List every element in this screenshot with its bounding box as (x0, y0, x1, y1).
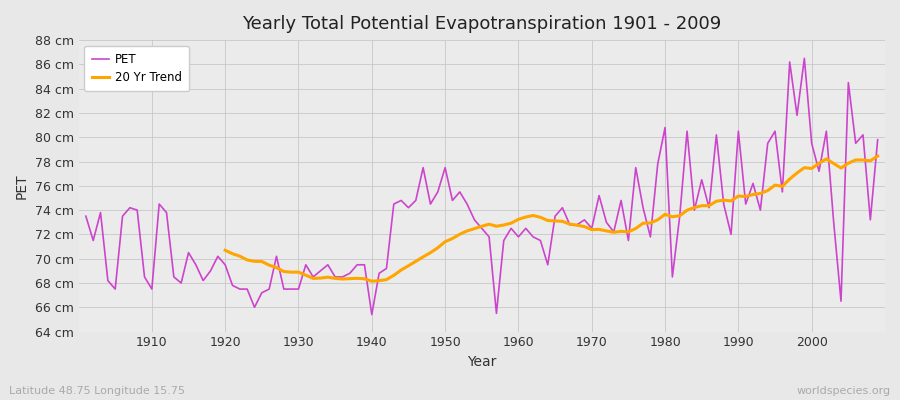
X-axis label: Year: Year (467, 355, 497, 369)
PET (80, 214, 91, 219)
Line: PET: PET (86, 58, 878, 314)
PET (608, 230, 619, 234)
20 Yr Trend (850, 158, 861, 162)
PET (345, 271, 356, 276)
PET (520, 226, 531, 231)
20 Yr Trend (770, 183, 780, 188)
20 Yr Trend (872, 154, 883, 158)
PET (366, 312, 377, 317)
Text: worldspecies.org: worldspecies.org (796, 386, 891, 396)
Line: 20 Yr Trend: 20 Yr Trend (225, 156, 878, 281)
PET (872, 137, 883, 142)
Title: Yearly Total Potential Evapotranspiration 1901 - 2009: Yearly Total Potential Evapotranspiratio… (242, 15, 722, 33)
PET (301, 262, 311, 267)
PET (799, 56, 810, 61)
20 Yr Trend (308, 276, 319, 281)
20 Yr Trend (784, 177, 795, 182)
Text: Latitude 48.75 Longitude 15.75: Latitude 48.75 Longitude 15.75 (9, 386, 185, 396)
PET (140, 274, 150, 279)
Y-axis label: PET: PET (15, 173, 29, 199)
20 Yr Trend (425, 250, 436, 255)
20 Yr Trend (220, 248, 230, 253)
Legend: PET, 20 Yr Trend: PET, 20 Yr Trend (85, 46, 189, 91)
20 Yr Trend (681, 208, 692, 213)
PET (513, 234, 524, 239)
20 Yr Trend (366, 279, 377, 284)
